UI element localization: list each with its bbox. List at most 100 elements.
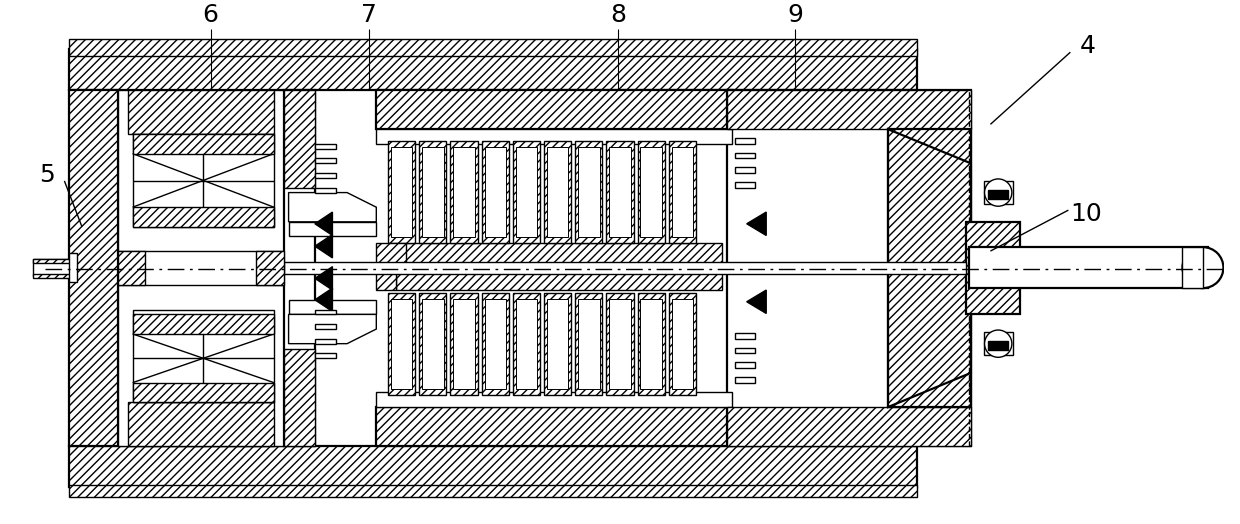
Bar [575, 293, 603, 395]
Bar [513, 293, 541, 395]
Bar [118, 90, 284, 446]
Bar [578, 299, 599, 389]
Bar [376, 90, 732, 129]
Circle shape [1183, 247, 1224, 288]
Polygon shape [888, 129, 971, 407]
Bar [735, 347, 754, 353]
Bar [118, 251, 145, 285]
Bar [69, 90, 118, 446]
Bar [315, 353, 336, 358]
Bar [672, 147, 693, 237]
Bar [516, 299, 537, 389]
Text: 4: 4 [1080, 35, 1096, 58]
Circle shape [985, 330, 1012, 357]
Bar [133, 207, 274, 227]
Bar [481, 141, 508, 243]
Bar [727, 90, 971, 129]
Bar [315, 310, 336, 314]
Polygon shape [746, 212, 766, 235]
Bar [133, 383, 274, 402]
Bar [33, 259, 72, 276]
Bar [315, 144, 336, 149]
Bar [513, 141, 541, 243]
Bar [69, 39, 918, 56]
Bar [735, 152, 754, 158]
Bar [668, 141, 696, 243]
Bar [396, 243, 723, 263]
Bar [289, 300, 376, 314]
Bar [69, 446, 918, 487]
Polygon shape [315, 267, 332, 290]
Bar [396, 270, 723, 290]
Bar [33, 275, 72, 278]
Bar [637, 293, 665, 395]
Bar [289, 222, 376, 236]
Bar [315, 158, 336, 163]
Bar [69, 485, 918, 497]
Text: 9: 9 [787, 3, 804, 27]
Polygon shape [376, 243, 405, 290]
Bar [388, 141, 415, 243]
Bar [606, 293, 634, 395]
Bar [547, 147, 568, 237]
Bar [133, 314, 274, 334]
Bar [315, 173, 336, 178]
Bar [388, 293, 415, 395]
Bar [284, 348, 315, 446]
Polygon shape [315, 288, 332, 311]
Bar [735, 167, 754, 173]
Text: 8: 8 [610, 3, 626, 27]
Bar [422, 299, 444, 389]
Text: 5: 5 [38, 163, 55, 187]
Bar [575, 141, 603, 243]
Bar [983, 332, 1013, 355]
Bar [376, 407, 732, 446]
Bar [735, 377, 754, 383]
Bar [257, 251, 284, 285]
Bar [454, 299, 475, 389]
Text: 10: 10 [1070, 202, 1102, 226]
Bar [735, 182, 754, 188]
Bar [735, 333, 754, 339]
Bar [422, 147, 444, 237]
Bar [544, 293, 572, 395]
Bar [641, 299, 662, 389]
Bar [637, 141, 665, 243]
Bar [578, 147, 599, 237]
Polygon shape [315, 235, 332, 258]
Bar [128, 90, 274, 134]
Bar [376, 392, 732, 407]
Bar [641, 147, 662, 237]
Bar [544, 141, 572, 243]
Bar [315, 324, 336, 329]
Bar [450, 293, 477, 395]
Bar [128, 402, 274, 446]
Bar [419, 141, 446, 243]
Bar [735, 362, 754, 368]
Bar [376, 129, 732, 144]
Polygon shape [315, 212, 332, 235]
Bar [391, 299, 413, 389]
Text: 7: 7 [361, 3, 377, 27]
Bar [727, 407, 971, 446]
Bar [516, 147, 537, 237]
Bar [118, 251, 284, 285]
Bar [547, 299, 568, 389]
Bar [668, 293, 696, 395]
Bar [988, 341, 1008, 351]
Bar [391, 147, 413, 237]
Bar [672, 299, 693, 389]
Bar [284, 90, 315, 188]
Bar [69, 253, 77, 282]
Bar [968, 247, 1208, 288]
Bar [735, 138, 754, 144]
Bar [609, 299, 631, 389]
Polygon shape [289, 314, 376, 344]
Bar [1183, 247, 1203, 288]
Bar [284, 90, 315, 446]
Bar [888, 129, 971, 407]
Bar [33, 259, 72, 263]
Bar [133, 134, 274, 154]
Bar [315, 339, 336, 344]
Bar [609, 147, 631, 237]
